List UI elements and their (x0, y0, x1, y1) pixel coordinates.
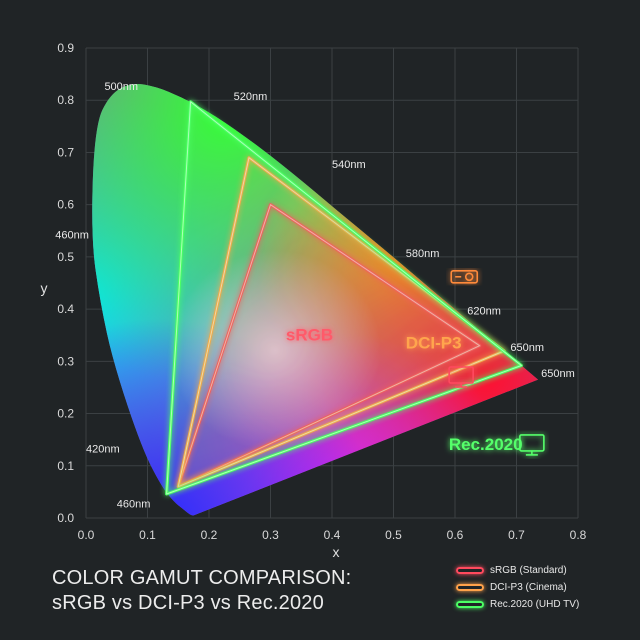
projector-body (450, 269, 479, 284)
y-tick-label-4: 0.4 (57, 302, 74, 316)
monitor-icon (448, 366, 474, 388)
legend-swatch-rec2020 (456, 601, 484, 608)
tv-icon-screen (519, 434, 545, 452)
chart-title: COLOR GAMUT COMPARISON: sRGB vs DCI-P3 v… (52, 566, 351, 616)
gamut-triangle-core-rec2020 (166, 101, 522, 495)
projector-lens (464, 272, 474, 282)
y-tick-label-0: 0.0 (57, 511, 74, 525)
legend-label-dcip3: DCI-P3 (Cinema) (490, 582, 567, 593)
legend-label-rec2020: Rec.2020 (UHD TV) (490, 599, 580, 610)
legend-item-srgb: sRGB (Standard) (456, 562, 579, 579)
x-tick-label-0: 0.0 (78, 528, 95, 542)
x-tick-label-3: 0.3 (262, 528, 279, 542)
x-tick-label-4: 0.4 (324, 528, 341, 542)
wavelength-label-6: 650nm (541, 368, 575, 380)
wavelength-label-4: 620nm (467, 305, 501, 317)
axes: 0.0 0.1 0.2 0.3 0.4 0.5 0.6 0.7 0.8 0.0 0.1 0.2 0.3 0… (41, 41, 587, 560)
y-tick-label-9: 0.9 (57, 41, 74, 55)
legend-item-dcip3: DCI-P3 (Cinema) (456, 579, 579, 596)
y-tick-label-2: 0.2 (57, 407, 74, 421)
x-tick-label-7: 0.7 (508, 528, 525, 542)
legend-swatch-dcip3 (456, 584, 484, 591)
wavelength-label-7: 460nm (55, 230, 89, 242)
chart-labels: 500nm 520nm 540nm 580nm 620nm 650nm 650nm 460nm… (55, 81, 574, 511)
y-tick-label-7: 0.7 (57, 145, 74, 159)
legend: sRGB (Standard) DCI-P3 (Cinema) Rec.2020… (456, 562, 579, 613)
x-tick-label-6: 0.6 (447, 528, 464, 542)
x-tick-label-8: 0.8 (570, 528, 587, 542)
gamut-label-1: DCI-P3 (406, 333, 462, 352)
wavelength-label-1: 520nm (234, 91, 268, 103)
x-tick-label-2: 0.2 (201, 528, 218, 542)
device-icons (448, 269, 545, 456)
y-tick-label-6: 0.6 (57, 198, 74, 212)
tv-icon (519, 434, 545, 456)
legend-swatch-srgb (456, 567, 484, 574)
wavelength-label-9: 460nm (117, 499, 151, 511)
wavelength-label-3: 580nm (406, 248, 440, 260)
wavelength-label-0: 500nm (104, 81, 138, 93)
title-line-1: COLOR GAMUT COMPARISON: (52, 567, 352, 589)
wavelength-label-2: 540nm (332, 159, 366, 171)
wavelength-label-5: 650nm (510, 342, 544, 354)
x-axis-label: x (333, 544, 340, 560)
projector-icon (450, 269, 479, 284)
legend-item-rec2020: Rec.2020 (UHD TV) (456, 596, 579, 613)
y-tick-label-5: 0.5 (57, 250, 74, 264)
y-tick-label-3: 0.3 (57, 354, 74, 368)
legend-label-srgb: sRGB (Standard) (490, 565, 567, 576)
y-tick-label-1: 0.1 (57, 459, 74, 473)
gamut-label-2: Rec.2020 (449, 435, 523, 454)
gamut-label-0: sRGB (286, 325, 333, 344)
y-axis-label: y (41, 280, 48, 296)
title-line-2: sRGB vs DCI-P3 vs Rec.2020 (52, 592, 324, 614)
y-tick-label-8: 0.8 (57, 93, 74, 107)
x-tick-label-1: 0.1 (139, 528, 156, 542)
gamut-triangles (165, 100, 523, 496)
x-tick-label-5: 0.5 (385, 528, 402, 542)
wavelength-label-8: 420nm (86, 444, 120, 456)
